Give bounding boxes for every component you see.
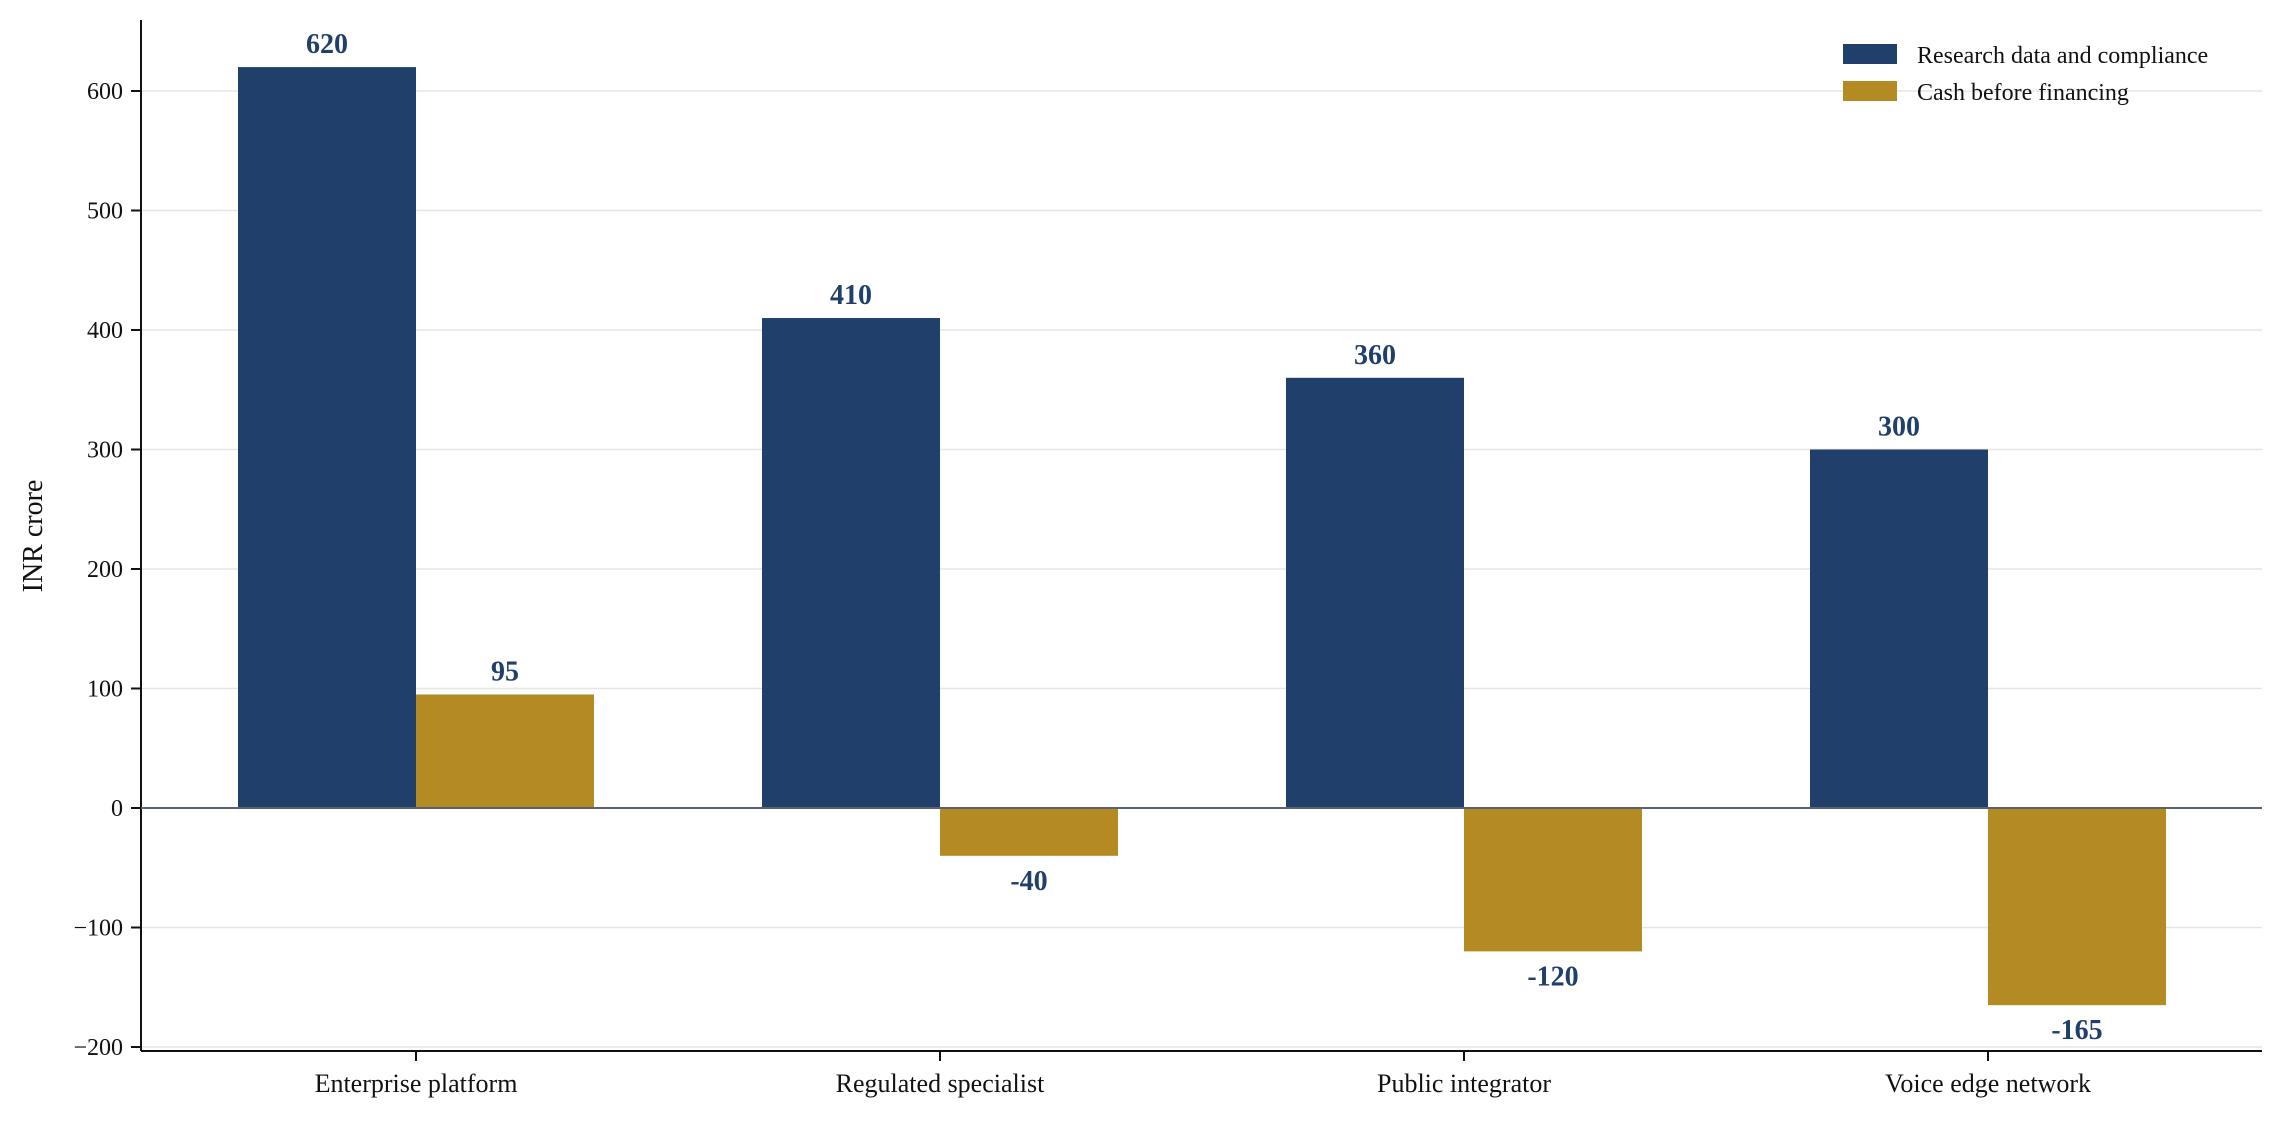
legend-label-research: Research data and compliance: [1917, 43, 2208, 69]
y-tick-label: 300: [87, 438, 123, 464]
y-tick-label: 500: [87, 199, 123, 225]
axes: [140, 20, 2262, 1052]
y-tick-label: −100: [73, 916, 123, 942]
data-label: -40: [1010, 866, 1047, 897]
bar: [1464, 808, 1642, 952]
data-label: 300: [1878, 412, 1920, 443]
bar: [940, 808, 1118, 856]
data-label: -120: [1527, 961, 1578, 992]
y-tick-label: 100: [87, 677, 123, 703]
data-labels: 620 95 410 -40 360 -120 300 -165: [306, 29, 2103, 1046]
bar: [1810, 449, 1988, 808]
bar: [762, 318, 940, 808]
data-label: 360: [1354, 340, 1396, 371]
bar: [1286, 377, 1464, 808]
y-tick-label: 600: [87, 79, 123, 105]
bars: [238, 67, 2166, 1006]
grid-lines: [141, 90, 2262, 1048]
legend-swatch-cash: [1843, 81, 1897, 101]
x-tick-label: Enterprise platform: [315, 1069, 518, 1098]
data-label: 410: [830, 280, 872, 311]
y-tick-label: 200: [87, 557, 123, 583]
data-label: -165: [2051, 1015, 2102, 1046]
data-label: 95: [491, 656, 519, 687]
data-label: 620: [306, 29, 348, 60]
legend-swatch-research: [1843, 44, 1897, 64]
legend-label-cash: Cash before financing: [1917, 80, 2129, 106]
y-axis-title: INR crore: [18, 480, 49, 593]
y-tick-label: 0: [111, 796, 123, 822]
x-axis-ticks: Enterprise platform Regulated specialist P…: [315, 1051, 2091, 1098]
bar: [238, 67, 416, 809]
y-axis-ticks: −200 −100 0 100 200 300 400 500 600: [73, 79, 141, 1061]
bar: [416, 694, 594, 808]
x-tick-label: Public integrator: [1377, 1069, 1551, 1098]
bar: [1988, 808, 2166, 1006]
y-tick-label: −200: [73, 1035, 123, 1061]
x-tick-label: Voice edge network: [1885, 1069, 2091, 1098]
legend: Research data and compliance Cash before…: [1843, 43, 2208, 106]
y-tick-label: 400: [87, 318, 123, 344]
x-tick-label: Regulated specialist: [836, 1069, 1045, 1098]
